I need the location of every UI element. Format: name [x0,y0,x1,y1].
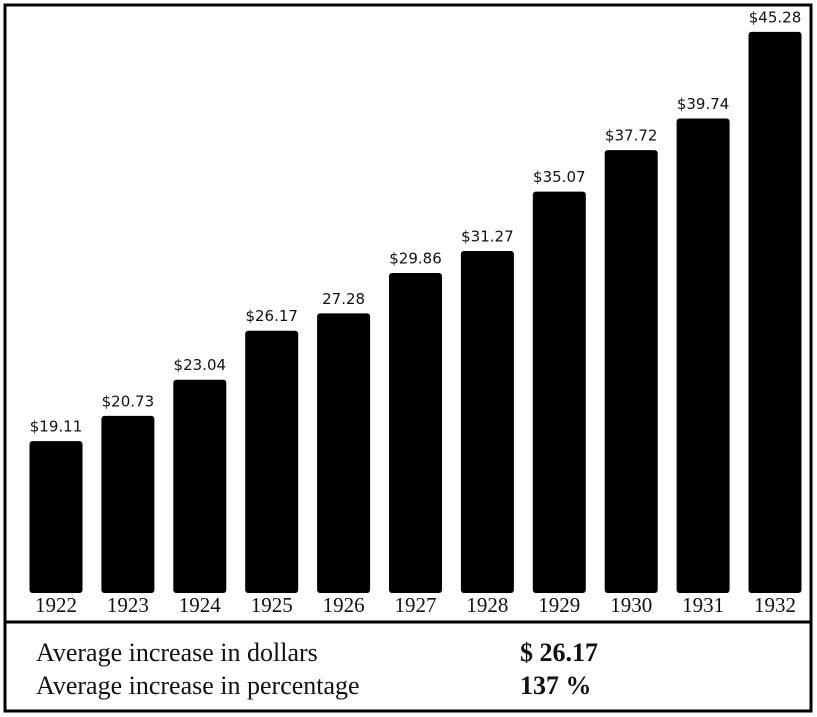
value-label: $29.86 [389,250,442,268]
x-tick-label: 1931 [682,593,724,617]
bar [748,31,802,593]
bar [29,441,83,593]
x-tick-label: 1927 [395,593,437,617]
annotation-value: 137 % [520,671,592,700]
value-label: $19.11 [30,418,83,436]
frame [3,3,813,713]
value-label: $20.73 [102,392,155,410]
x-tick-label: 1925 [251,593,293,617]
value-label: $39.74 [677,95,730,113]
bar [389,273,442,593]
bar [173,379,227,593]
bar [245,330,299,593]
x-tick-label: 1928 [466,593,508,617]
bar [460,250,514,594]
x-tick-label: 1929 [538,593,580,617]
value-label: $35.07 [533,168,586,186]
value-label: $45.28 [749,8,802,26]
annotation-text: Average increase in percentage [36,671,360,700]
bar [604,150,658,593]
value-label: $26.17 [245,307,298,325]
x-tick-label: 1932 [754,593,796,617]
x-tick-label: 1923 [107,593,149,617]
value-label: $31.27 [461,227,514,245]
value-label: 27.28 [322,290,365,308]
value-label: $23.04 [174,356,227,374]
bar [101,415,155,593]
annotation-value: $ 26.17 [520,638,598,667]
bar [317,313,371,593]
bar [532,191,586,594]
annotation-text: Average increase in dollars [36,638,318,667]
x-tick-label: 1926 [323,593,365,617]
x-tick-label: 1924 [179,593,222,617]
x-tick-label: 1922 [35,593,77,617]
value-label: $37.72 [605,127,658,145]
bar [676,118,730,593]
x-tick-label: 1930 [610,593,652,617]
